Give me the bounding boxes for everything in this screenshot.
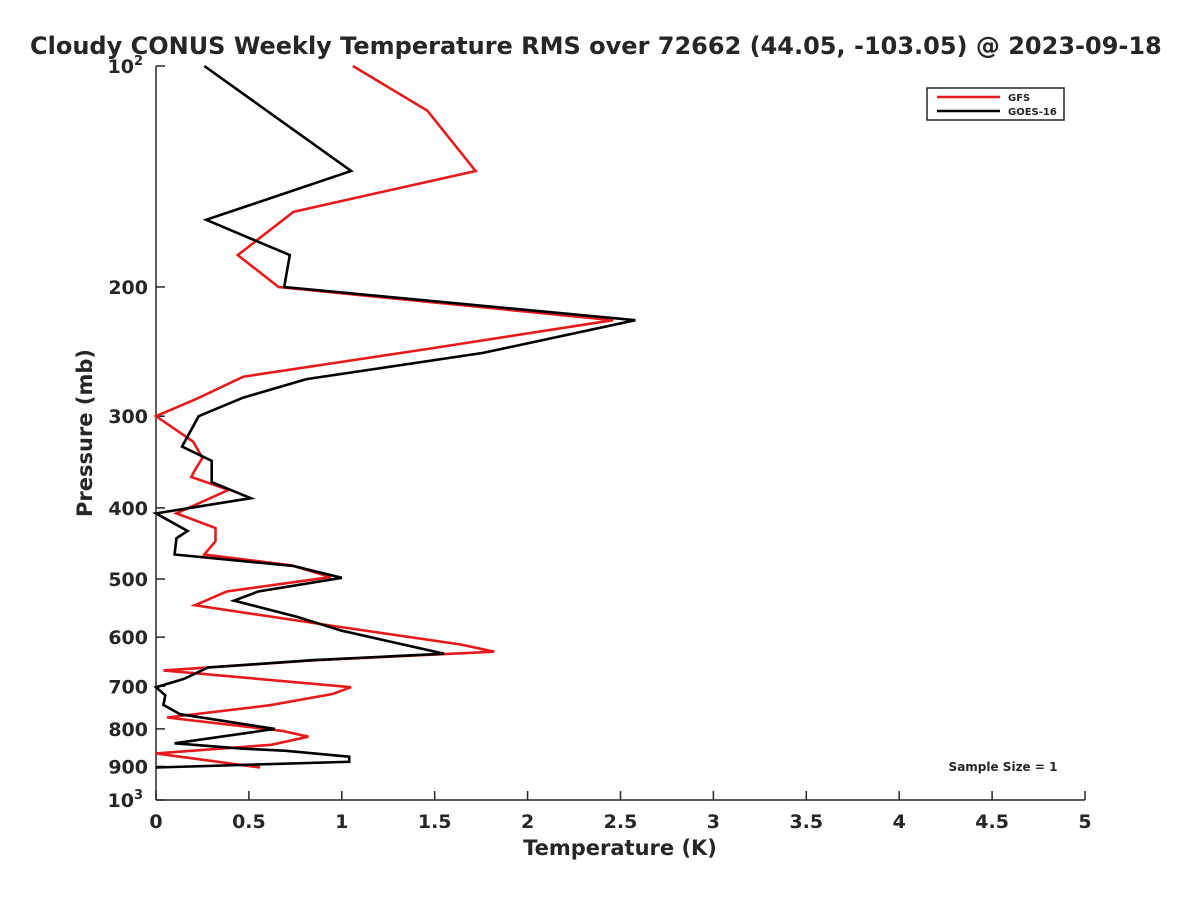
x-tick-label: 2.5 [604, 811, 638, 833]
legend-label-goes-16: GOES-16 [1008, 107, 1057, 118]
y-tick-exponent: 2 [134, 54, 143, 69]
x-tick-label: 3.5 [789, 811, 823, 833]
sample-size-annotation: Sample Size = 1 [949, 760, 1058, 774]
y-tick-label: 800 [108, 719, 148, 741]
x-tick-label: 4.5 [975, 811, 1009, 833]
x-tick-label: 0.5 [232, 811, 266, 833]
x-tick-label: 1.5 [418, 811, 452, 833]
y-tick-label: 200 [108, 277, 148, 299]
series-line-goes-16 [152, 64, 636, 769]
x-tick-label: 4 [893, 811, 906, 833]
x-tick-label: 3 [707, 811, 720, 833]
x-axis-label: Temperature (K) [523, 836, 717, 860]
y-tick-label: 300 [108, 406, 148, 428]
plot-area: 0 0.5 1 1.5 2 2.5 3 3.5 4 4.5 510 22003004005006007… [108, 54, 1092, 833]
series-line-gfs [153, 64, 614, 769]
chart-title: Cloudy CONUS Weekly Temperature RMS over… [30, 32, 1162, 60]
y-tick-exponent: 3 [134, 788, 143, 803]
legend-label-gfs: GFS [1008, 93, 1030, 104]
y-tick-label: 500 [108, 569, 148, 591]
y-tick-label: 700 [108, 676, 148, 698]
legend: GFS GOES-16 [926, 87, 1065, 121]
x-tick-label: 2 [521, 811, 534, 833]
x-tick-label: 0 [149, 811, 162, 833]
y-axis-label: Pressure (mb) [73, 349, 97, 517]
y-tick-label: 900 [108, 756, 148, 778]
x-tick-label: 1 [335, 811, 348, 833]
legend-box [926, 87, 1065, 121]
y-tick-label: 10 [108, 56, 134, 78]
x-tick-label: 5 [1078, 811, 1091, 833]
y-tick-label: 600 [108, 627, 148, 649]
y-tick-label: 400 [108, 498, 148, 520]
y-tick-label: 10 [108, 790, 134, 812]
